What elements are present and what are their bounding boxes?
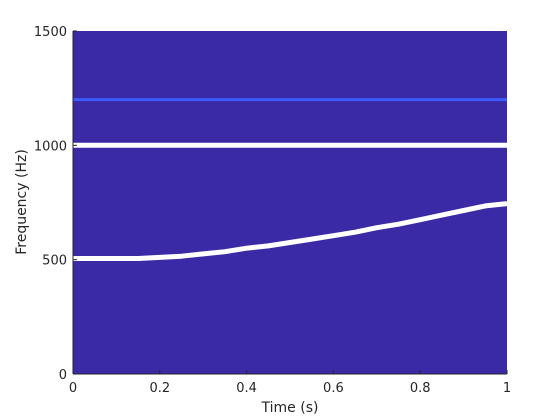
frequency-trace-3 bbox=[73, 201, 508, 261]
x-ticks: 0 0.2 0.4 0.6 0.8 1 bbox=[69, 370, 511, 396]
y-tick-label: 500 bbox=[42, 254, 67, 269]
x-tick-label: 0.2 bbox=[149, 381, 170, 396]
x-tick-label: 1 bbox=[503, 381, 511, 396]
y-axis-label: Frequency (Hz) bbox=[14, 149, 30, 255]
plot-background bbox=[73, 31, 507, 374]
frequency-traces bbox=[73, 98, 508, 261]
x-tick-label: 0 bbox=[69, 381, 77, 396]
y-ticks: 0 500 1000 1500 bbox=[34, 25, 77, 383]
x-tick-label: 0.8 bbox=[410, 381, 431, 396]
x-tick-label: 0.6 bbox=[323, 381, 344, 396]
y-tick-label: 1500 bbox=[34, 25, 67, 40]
x-axis-label: Time (s) bbox=[261, 400, 319, 416]
y-tick-label: 0 bbox=[59, 368, 67, 383]
x-tick-label: 0.4 bbox=[236, 381, 257, 396]
y-tick-label: 1000 bbox=[34, 139, 67, 154]
